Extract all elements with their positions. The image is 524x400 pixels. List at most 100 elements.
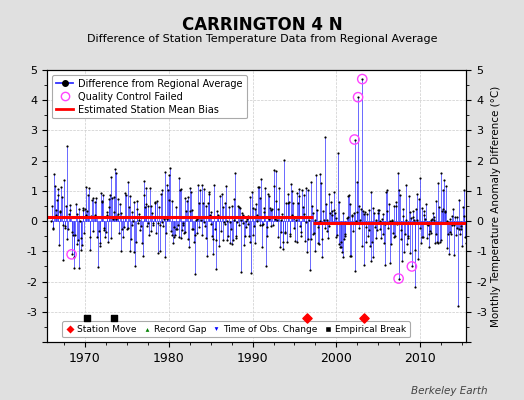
Point bbox=[313, 207, 321, 214]
Point bbox=[391, 199, 400, 206]
Point bbox=[124, 225, 133, 231]
Point bbox=[202, 234, 211, 241]
Point bbox=[180, 229, 188, 236]
Point bbox=[309, 231, 318, 238]
Point bbox=[438, 208, 446, 215]
Point bbox=[300, 191, 309, 198]
Point bbox=[325, 223, 334, 229]
Point bbox=[139, 252, 147, 259]
Point bbox=[171, 232, 179, 238]
Point bbox=[259, 205, 268, 212]
Point bbox=[396, 192, 404, 198]
Point bbox=[145, 231, 154, 238]
Point bbox=[364, 232, 372, 239]
Point bbox=[410, 217, 418, 223]
Point bbox=[103, 212, 112, 219]
Point bbox=[301, 238, 309, 244]
Point bbox=[352, 218, 360, 224]
Point bbox=[219, 204, 227, 210]
Point bbox=[106, 191, 114, 198]
Point bbox=[211, 226, 219, 232]
Point bbox=[406, 250, 414, 256]
Point bbox=[424, 244, 433, 251]
Point bbox=[84, 192, 93, 198]
Point bbox=[177, 234, 185, 241]
Point bbox=[70, 254, 79, 260]
Point bbox=[413, 191, 422, 198]
Point bbox=[194, 200, 203, 206]
Point bbox=[373, 226, 381, 233]
Point bbox=[436, 169, 445, 176]
Point bbox=[400, 248, 408, 255]
Point bbox=[399, 206, 407, 212]
Point bbox=[335, 241, 343, 247]
Point bbox=[426, 228, 434, 234]
Point bbox=[386, 260, 395, 266]
Point bbox=[57, 184, 66, 190]
Point bbox=[355, 203, 364, 209]
Point bbox=[279, 239, 288, 245]
Point bbox=[375, 207, 383, 214]
Point bbox=[311, 217, 319, 224]
Point bbox=[221, 220, 230, 227]
Point bbox=[289, 200, 297, 206]
Point bbox=[56, 207, 64, 214]
Point bbox=[150, 214, 158, 220]
Point bbox=[345, 191, 353, 198]
Point bbox=[282, 200, 290, 206]
Point bbox=[409, 214, 418, 221]
Point bbox=[77, 247, 85, 253]
Point bbox=[347, 253, 355, 260]
Point bbox=[402, 182, 410, 189]
Point bbox=[225, 240, 234, 246]
Point bbox=[408, 263, 416, 270]
Point bbox=[347, 213, 356, 219]
Point bbox=[431, 240, 439, 246]
Point bbox=[179, 220, 188, 226]
Point bbox=[439, 187, 447, 194]
Point bbox=[200, 219, 209, 225]
Point bbox=[332, 215, 340, 222]
Point bbox=[69, 232, 77, 238]
Point bbox=[234, 203, 242, 209]
Point bbox=[112, 170, 121, 176]
Point bbox=[299, 211, 308, 217]
Point bbox=[317, 180, 325, 186]
Point bbox=[314, 239, 322, 246]
Point bbox=[287, 180, 295, 187]
Point bbox=[385, 218, 394, 224]
Point bbox=[406, 208, 414, 215]
Point bbox=[147, 228, 156, 234]
Point bbox=[253, 218, 261, 225]
Point bbox=[291, 238, 299, 244]
Point bbox=[308, 203, 316, 210]
Point bbox=[66, 202, 74, 208]
Point bbox=[74, 206, 83, 212]
Point bbox=[223, 218, 232, 224]
Point bbox=[345, 201, 354, 207]
Point bbox=[177, 186, 185, 192]
Point bbox=[422, 200, 430, 207]
Point bbox=[316, 218, 324, 224]
Point bbox=[290, 214, 299, 221]
Point bbox=[341, 233, 350, 239]
Point bbox=[380, 239, 388, 246]
Point bbox=[311, 248, 320, 254]
Point bbox=[206, 211, 214, 218]
Point bbox=[272, 168, 280, 174]
Point bbox=[424, 222, 432, 228]
Point bbox=[230, 196, 238, 202]
Point bbox=[269, 167, 278, 174]
Point bbox=[178, 227, 186, 234]
Point bbox=[263, 233, 271, 240]
Point bbox=[183, 198, 191, 204]
Point bbox=[155, 204, 163, 210]
Point bbox=[248, 232, 257, 239]
Point bbox=[414, 196, 423, 202]
Point bbox=[219, 237, 227, 243]
Point bbox=[143, 223, 151, 229]
Point bbox=[162, 230, 170, 237]
Point bbox=[87, 213, 95, 219]
Point bbox=[162, 182, 171, 188]
Point bbox=[71, 232, 79, 238]
